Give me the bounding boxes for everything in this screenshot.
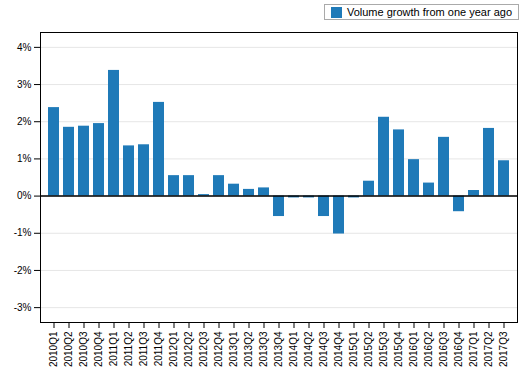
svg-text:2010Q2: 2010Q2 <box>63 331 74 367</box>
svg-text:2016Q2: 2016Q2 <box>423 331 434 367</box>
svg-text:-2%: -2% <box>14 265 32 276</box>
svg-text:2011Q4: 2011Q4 <box>153 331 164 366</box>
svg-text:3%: 3% <box>17 79 32 90</box>
svg-text:2012Q4: 2012Q4 <box>213 331 224 367</box>
html-text:Volume growth from one year ag: Volume growth from one year ago <box>346 6 512 18</box>
svg-text:2013Q2: 2013Q2 <box>243 331 254 367</box>
svg-text:2015Q1: 2015Q1 <box>348 331 359 367</box>
svg-text:2011Q3: 2011Q3 <box>138 331 149 366</box>
svg-text:-3%: -3% <box>14 302 32 313</box>
svg-text:2015Q2: 2015Q2 <box>363 331 374 367</box>
svg-text:-1%: -1% <box>14 227 32 238</box>
svg-text:0%: 0% <box>17 190 32 201</box>
svg-text:2012Q1: 2012Q1 <box>168 331 179 367</box>
svg-text:2010Q3: 2010Q3 <box>78 331 89 367</box>
svg-text:2013Q4: 2013Q4 <box>273 331 284 367</box>
svg-text:2014Q2: 2014Q2 <box>303 331 314 367</box>
svg-text:2017Q2: 2017Q2 <box>483 331 494 367</box>
svg-text:2016Q4: 2016Q4 <box>453 331 464 367</box>
svg-text:2015Q3: 2015Q3 <box>378 331 389 367</box>
svg-text:2016Q1: 2016Q1 <box>408 331 419 367</box>
svg-text:2011Q1: 2011Q1 <box>108 331 119 366</box>
svg-text:2%: 2% <box>17 116 32 127</box>
svg-text:1%: 1% <box>17 153 32 164</box>
svg-text:2012Q3: 2012Q3 <box>198 331 209 367</box>
svg-text:2013Q1: 2013Q1 <box>228 331 239 367</box>
svg-text:2017Q3: 2017Q3 <box>498 331 509 367</box>
svg-text:2010Q1: 2010Q1 <box>48 331 59 367</box>
svg-text:2017Q1: 2017Q1 <box>468 331 479 367</box>
svg-text:2011Q2: 2011Q2 <box>123 331 134 366</box>
svg-text:2014Q3: 2014Q3 <box>318 331 329 367</box>
svg-text:2014Q1: 2014Q1 <box>288 331 299 367</box>
svg-text:4%: 4% <box>17 42 32 53</box>
svg-text:2016Q3: 2016Q3 <box>438 331 449 367</box>
svg-text:2012Q2: 2012Q2 <box>183 331 194 367</box>
svg-text:2015Q4: 2015Q4 <box>393 331 404 367</box>
svg-text:2010Q4: 2010Q4 <box>93 331 104 367</box>
svg-text:2013Q3: 2013Q3 <box>258 331 269 367</box>
svg-text:2014Q4: 2014Q4 <box>333 331 344 367</box>
